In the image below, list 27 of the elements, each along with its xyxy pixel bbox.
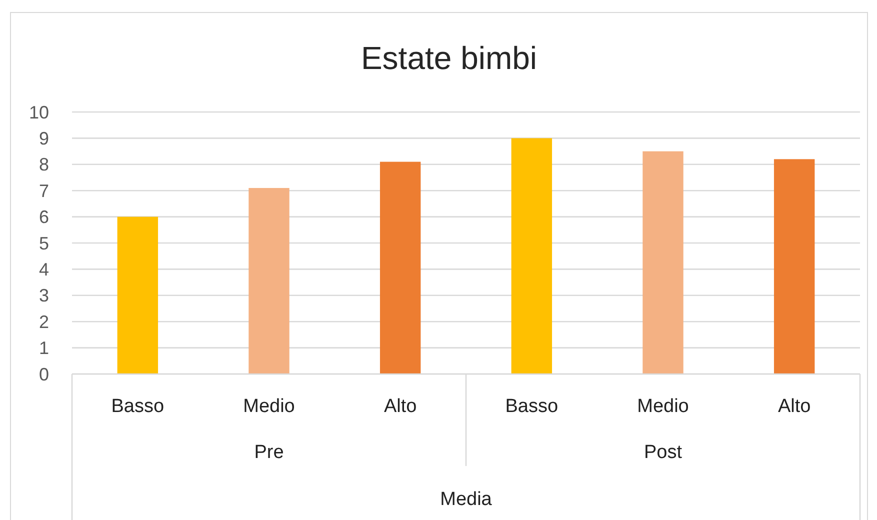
bar — [511, 138, 552, 374]
y-tick-label: 9 — [38, 128, 49, 148]
text: Post — [644, 442, 683, 463]
y-tick-label: 0 — [38, 364, 49, 384]
x-tick-label: Basso — [505, 396, 558, 417]
x-tick-label: Medio — [637, 396, 689, 417]
x-tick-label: Alto — [384, 396, 417, 417]
text: Pre — [254, 442, 284, 463]
bar — [774, 159, 815, 374]
y-tick-label: 1 — [38, 338, 49, 358]
x-tick-label: Basso — [111, 396, 164, 417]
y-tick-label: 4 — [38, 260, 49, 280]
bar — [248, 188, 290, 374]
y-tick-label: 10 — [28, 102, 49, 122]
y-tick-label: 6 — [38, 207, 49, 228]
y-tick-label: 7 — [38, 180, 49, 201]
x-tick-label: Medio — [243, 396, 295, 417]
bar — [642, 151, 684, 374]
y-tick-label: 5 — [38, 233, 49, 254]
x-axis-title: Media — [440, 489, 492, 510]
y-tick-label: 2 — [38, 312, 49, 332]
y-tick-label: 8 — [38, 154, 49, 175]
bar — [380, 162, 421, 374]
x-tick-label: Alto — [778, 396, 811, 417]
bar — [117, 216, 158, 374]
y-tick-label: 3 — [38, 286, 49, 306]
chart-title: Estate bimbi — [360, 40, 538, 76]
